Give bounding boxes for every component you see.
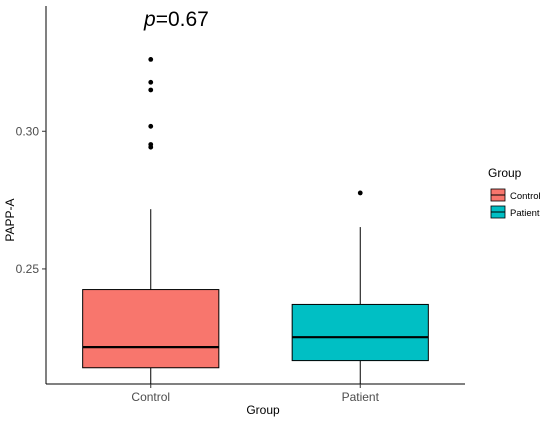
outlier-point — [148, 57, 154, 62]
outlier-point — [148, 144, 154, 150]
outlier-point — [357, 190, 363, 196]
y-tick-label: 0.25 — [16, 262, 40, 276]
y-axis-title: PAPP-A — [3, 198, 17, 241]
legend: Group Control Patient — [488, 166, 541, 219]
legend-label: Control — [510, 191, 541, 202]
box-iqr — [291, 303, 429, 362]
y-tick-label: 0.30 — [16, 124, 40, 138]
box-control — [82, 57, 220, 384]
outlier-point — [148, 79, 154, 85]
box-patient — [291, 190, 429, 384]
p-symbol: p — [143, 8, 156, 31]
p-value-annotation: p=0.67 — [143, 8, 209, 31]
x-tick-label: Control — [131, 390, 170, 404]
outlier-point — [148, 87, 154, 93]
legend-item-control: Control — [490, 188, 541, 202]
outlier-point — [148, 123, 154, 129]
plot-area: 0.25 0.30 Control Patient — [16, 6, 465, 404]
legend-title: Group — [488, 166, 522, 180]
legend-label: Patient — [510, 208, 540, 219]
p-value: =0.67 — [156, 8, 209, 31]
box-iqr — [82, 289, 220, 369]
x-axis-title: Group — [246, 403, 280, 417]
legend-item-patient: Patient — [490, 205, 540, 219]
x-tick-label: Patient — [342, 390, 380, 404]
